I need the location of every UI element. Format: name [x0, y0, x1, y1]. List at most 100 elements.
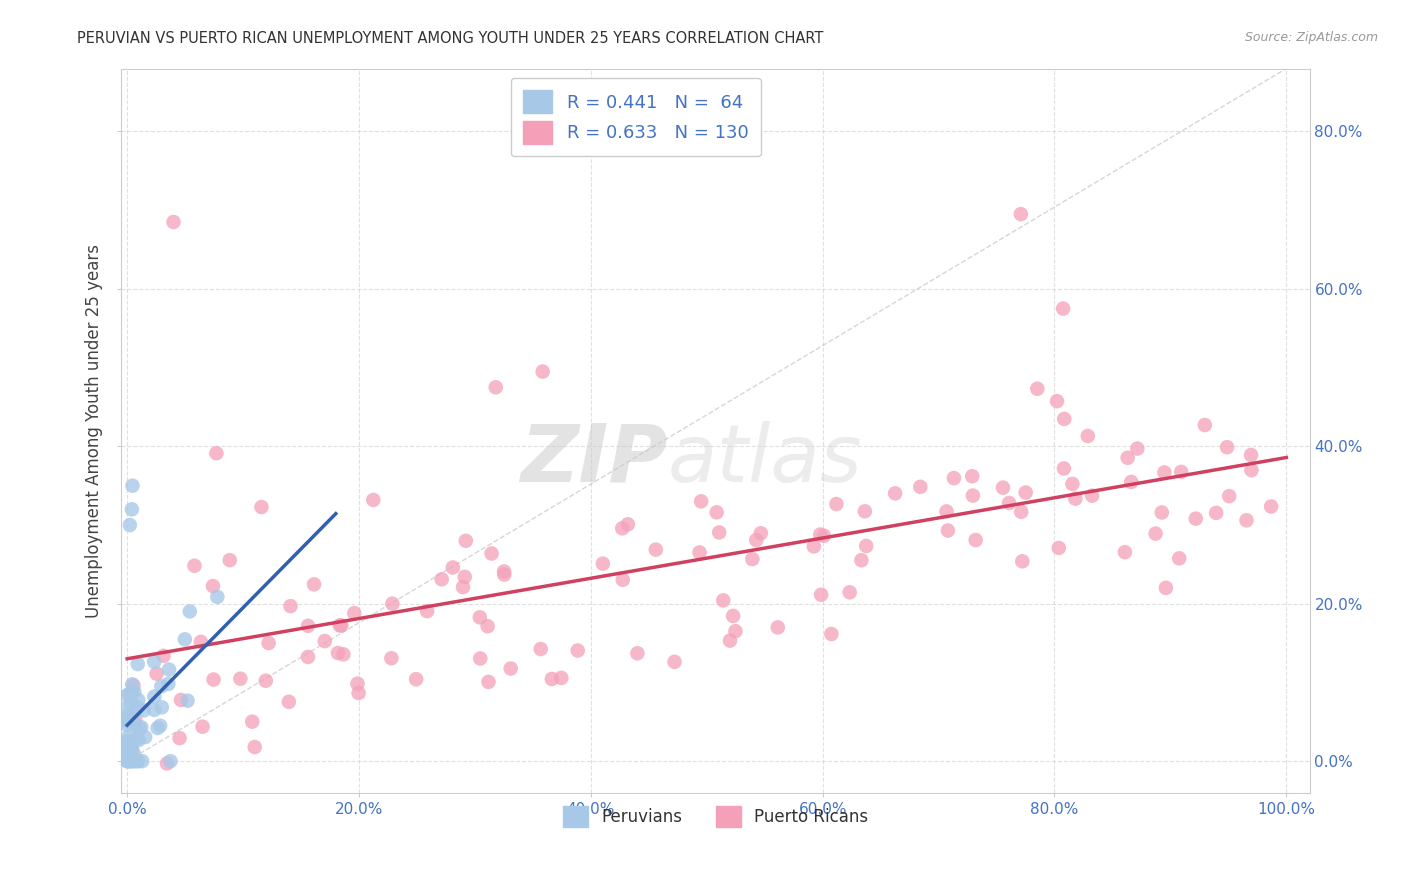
Point: [128, 722, 150, 736]
Point: [169, 731, 191, 746]
Point: [612, 521, 634, 535]
Point: [218, 553, 240, 567]
Text: PERUVIAN VS PUERTO RICAN UNEMPLOYMENT AMONG YOUTH UNDER 25 YEARS CORRELATION CHA: PERUVIAN VS PUERTO RICAN UNEMPLOYMENT AM…: [77, 31, 824, 46]
Point: [122, 754, 145, 768]
Point: [530, 642, 553, 657]
Point: [191, 720, 214, 734]
Point: [1153, 466, 1175, 480]
Point: [405, 672, 427, 686]
Text: ZIP: ZIP: [520, 420, 668, 499]
Point: [343, 606, 366, 620]
Point: [592, 557, 614, 571]
Point: [117, 714, 139, 729]
Point: [157, 677, 180, 691]
Point: [721, 609, 744, 624]
Point: [612, 573, 634, 587]
Point: [122, 684, 145, 698]
Point: [499, 661, 522, 675]
Point: [1170, 465, 1192, 479]
Point: [1205, 506, 1227, 520]
Point: [127, 754, 149, 768]
Point: [162, 215, 184, 229]
Point: [150, 679, 173, 693]
Point: [935, 504, 957, 518]
Point: [1184, 511, 1206, 525]
Point: [617, 517, 640, 532]
Point: [190, 635, 212, 649]
Point: [766, 620, 789, 634]
Point: [936, 524, 959, 538]
Point: [117, 708, 139, 723]
Point: [183, 558, 205, 573]
Point: [690, 494, 713, 508]
Point: [125, 731, 148, 746]
Point: [121, 741, 143, 756]
Point: [131, 720, 153, 734]
Text: Source: ZipAtlas.com: Source: ZipAtlas.com: [1244, 31, 1378, 45]
Point: [117, 730, 139, 744]
Point: [1114, 545, 1136, 559]
Point: [531, 365, 554, 379]
Point: [485, 380, 508, 394]
Point: [329, 618, 352, 632]
Point: [120, 754, 142, 768]
Point: [127, 657, 149, 671]
Point: [143, 655, 166, 669]
Point: [706, 505, 728, 519]
Point: [207, 590, 229, 604]
Point: [477, 619, 499, 633]
Point: [157, 663, 180, 677]
Point: [118, 687, 141, 701]
Point: [302, 577, 325, 591]
Point: [347, 686, 370, 700]
Point: [127, 754, 149, 768]
Point: [855, 539, 877, 553]
Point: [297, 619, 319, 633]
Point: [494, 567, 516, 582]
Point: [124, 705, 146, 719]
Point: [1026, 382, 1049, 396]
Point: [851, 553, 873, 567]
Point: [724, 624, 747, 639]
Point: [808, 527, 831, 541]
Point: [1260, 500, 1282, 514]
Point: [240, 714, 263, 729]
Point: [149, 719, 172, 733]
Point: [118, 736, 141, 750]
Point: [1150, 506, 1173, 520]
Point: [250, 500, 273, 514]
Point: [470, 651, 492, 665]
Point: [477, 674, 499, 689]
Point: [550, 671, 572, 685]
Point: [718, 633, 741, 648]
Point: [962, 489, 984, 503]
Point: [813, 529, 835, 543]
Point: [254, 673, 277, 688]
Point: [381, 597, 404, 611]
Point: [118, 744, 141, 758]
Point: [1116, 450, 1139, 465]
Point: [346, 676, 368, 690]
Point: [115, 688, 138, 702]
Point: [120, 754, 142, 768]
Point: [121, 753, 143, 767]
Point: [468, 610, 491, 624]
Point: [441, 560, 464, 574]
Point: [1010, 505, 1032, 519]
Point: [910, 480, 932, 494]
Point: [179, 604, 201, 618]
Point: [243, 740, 266, 755]
Point: [1052, 301, 1074, 316]
Point: [115, 736, 138, 750]
Point: [1077, 429, 1099, 443]
Point: [117, 754, 139, 768]
Point: [1236, 513, 1258, 527]
Point: [156, 756, 179, 771]
Point: [120, 697, 142, 711]
Point: [146, 721, 169, 735]
Point: [711, 593, 734, 607]
Y-axis label: Unemployment Among Youth under 25 years: Unemployment Among Youth under 25 years: [86, 244, 103, 617]
Point: [494, 565, 516, 579]
Point: [326, 646, 349, 660]
Point: [454, 533, 477, 548]
